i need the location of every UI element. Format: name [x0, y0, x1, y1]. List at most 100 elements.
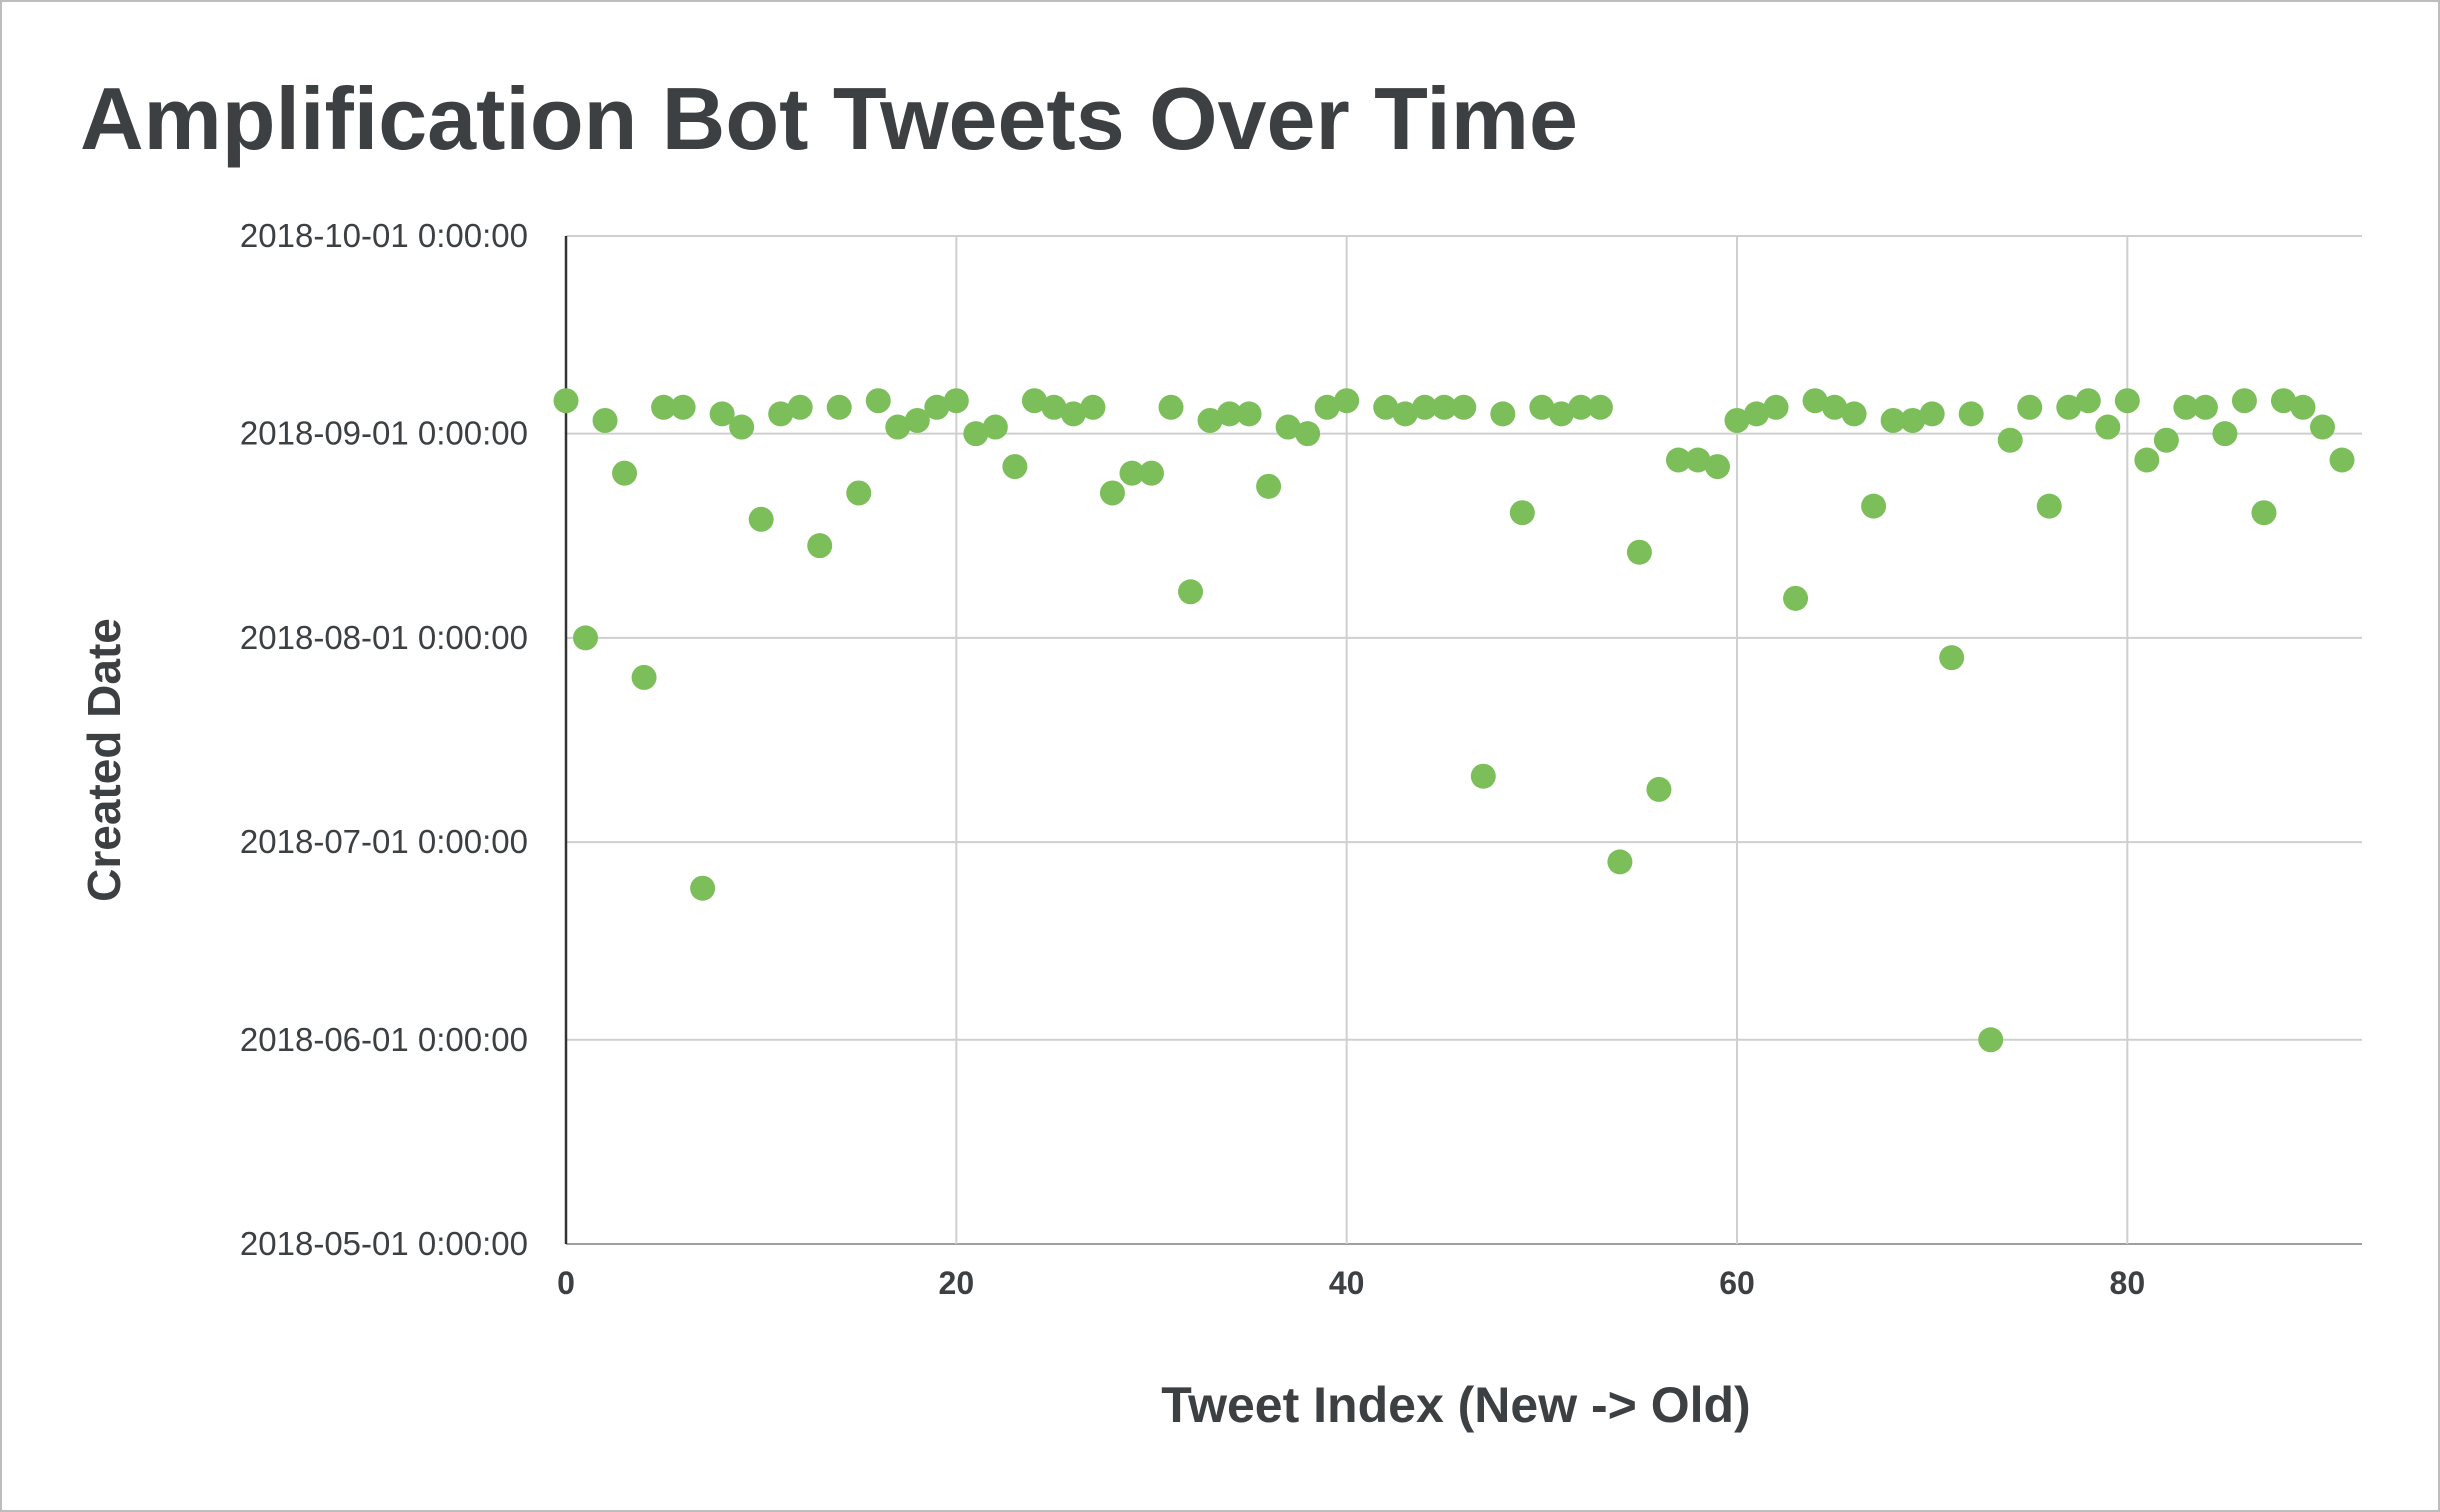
- data-point: [2290, 394, 2316, 420]
- data-point: [2036, 493, 2062, 519]
- data-point: [1939, 645, 1965, 671]
- data-point: [1978, 1027, 2004, 1053]
- data-point: [1568, 394, 1594, 420]
- data-point: [2231, 388, 2257, 414]
- data-point: [1704, 454, 1730, 480]
- data-point: [963, 421, 989, 447]
- data-point: [2310, 414, 2335, 440]
- data-point: [865, 388, 891, 414]
- data-point: [2329, 447, 2355, 473]
- data-point: [1373, 394, 1399, 420]
- y-tick-label: 2018-06-01 0:00:00: [240, 1021, 528, 1058]
- data-point: [631, 664, 657, 690]
- y-tick-label: 2018-05-01 0:00:00: [240, 1225, 528, 1262]
- y-axis-title: Created Date: [78, 618, 130, 902]
- data-point: [1158, 394, 1184, 420]
- data-point: [1861, 493, 1887, 519]
- data-point: [1275, 414, 1301, 440]
- data-point: [1099, 480, 1125, 506]
- data-point: [1685, 447, 1711, 473]
- data-point: [2192, 394, 2218, 420]
- data-point: [768, 401, 794, 427]
- data-point: [1841, 401, 1867, 427]
- data-point: [2075, 388, 2101, 414]
- data-point: [1451, 394, 1477, 420]
- data-point: [1880, 407, 1906, 433]
- data-point: [1724, 407, 1750, 433]
- data-point: [1197, 407, 1223, 433]
- data-point: [1080, 394, 1106, 420]
- x-tick-label: 60: [1719, 1265, 1755, 1301]
- data-point: [592, 407, 618, 433]
- y-tick-label: 2018-09-01 0:00:00: [240, 415, 528, 452]
- data-point: [1529, 394, 1555, 420]
- data-point: [2270, 388, 2296, 414]
- data-point: [1236, 401, 1262, 427]
- data-point: [612, 460, 638, 486]
- x-tick-label: 20: [939, 1265, 975, 1301]
- data-point: [1958, 401, 1984, 427]
- x-tick-label: 0: [557, 1265, 575, 1301]
- data-point: [1060, 401, 1086, 427]
- data-point: [2095, 414, 2121, 440]
- x-tick-label: 40: [1329, 1265, 1365, 1301]
- data-point: [1763, 394, 1789, 420]
- y-tick-label: 2018-07-01 0:00:00: [240, 823, 528, 860]
- data-point: [2056, 394, 2082, 420]
- data-point: [2134, 447, 2160, 473]
- data-point: [1334, 388, 1360, 414]
- data-point: [826, 394, 852, 420]
- y-tick-label: 2018-08-01 0:00:00: [240, 619, 528, 656]
- data-point: [982, 414, 1008, 440]
- y-tick-label: 2018-10-01 0:00:00: [240, 217, 528, 254]
- data-point: [1119, 460, 1145, 486]
- data-point: [807, 533, 833, 559]
- data-point: [1997, 427, 2023, 453]
- data-point: [1490, 401, 1516, 427]
- data-point: [1392, 401, 1418, 427]
- data-point: [1178, 579, 1204, 605]
- data-point: [2173, 394, 2199, 420]
- data-point: [1626, 539, 1652, 565]
- data-point: [885, 414, 911, 440]
- data-point: [943, 388, 969, 414]
- data-point: [1431, 394, 1457, 420]
- data-points: [553, 388, 2355, 1053]
- data-point: [904, 407, 930, 433]
- data-point: [1295, 421, 1321, 447]
- chart-title: Amplification Bot Tweets Over Time: [80, 69, 1578, 168]
- data-point: [709, 401, 735, 427]
- data-point: [1412, 394, 1438, 420]
- data-point: [1744, 401, 1770, 427]
- data-point: [787, 394, 813, 420]
- data-point: [748, 506, 774, 532]
- data-point: [1646, 776, 1672, 802]
- data-point: [1021, 388, 1047, 414]
- data-point: [1548, 401, 1574, 427]
- x-axis-title: Tweet Index (New -> Old): [1161, 1377, 1750, 1433]
- data-point: [1041, 394, 1067, 420]
- data-point: [670, 394, 696, 420]
- tick-labels: 2018-05-01 0:00:00 2018-06-01 0:00:00 2018…: [240, 217, 2145, 1301]
- data-point: [1509, 500, 1535, 526]
- data-point: [690, 875, 716, 901]
- data-point: [1002, 454, 1028, 480]
- data-point: [2153, 427, 2179, 453]
- data-point: [1607, 849, 1633, 875]
- data-point: [1900, 407, 1926, 433]
- x-tick-label: 80: [2110, 1265, 2146, 1301]
- data-point: [1665, 447, 1691, 473]
- data-point: [1139, 460, 1164, 486]
- data-point: [1822, 394, 1848, 420]
- data-point: [1587, 394, 1613, 420]
- data-point: [2017, 394, 2043, 420]
- data-point: [1783, 585, 1809, 611]
- data-point: [1802, 388, 1828, 414]
- grid: [564, 235, 2362, 1245]
- data-point: [924, 394, 950, 420]
- data-point: [1217, 401, 1243, 427]
- data-point: [846, 480, 872, 506]
- data-point: [1470, 763, 1496, 789]
